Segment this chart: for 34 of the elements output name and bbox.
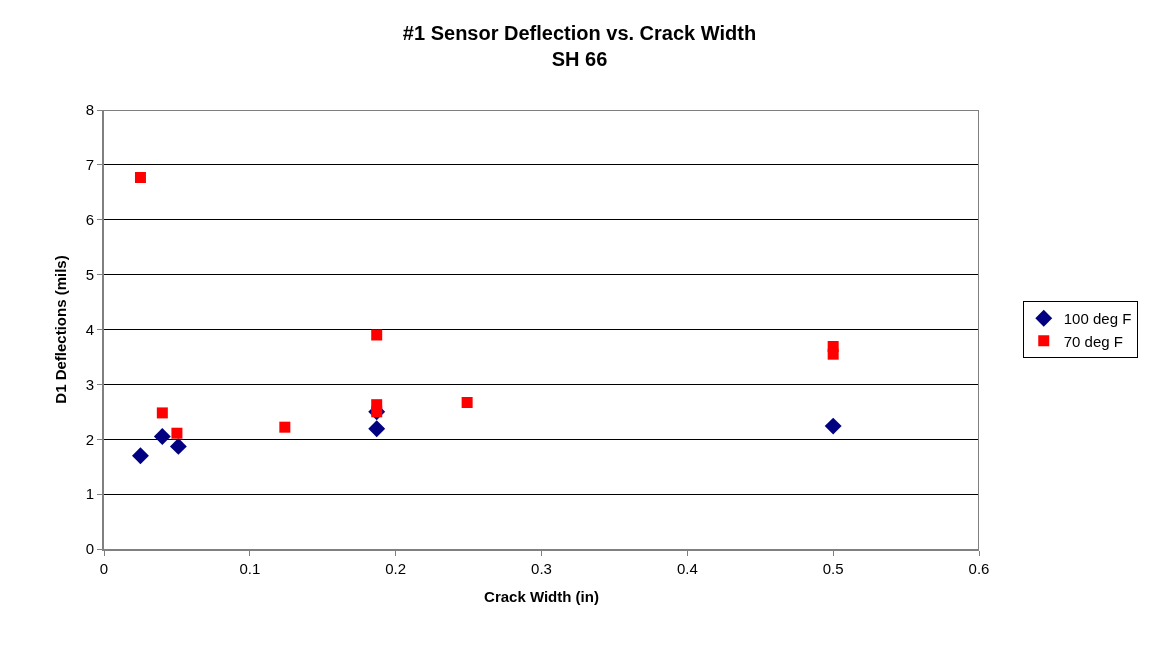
chart-title: #1 Sensor Deflection vs. Crack Width	[402, 21, 757, 44]
x-tick-label: 0	[99, 560, 109, 577]
legend-label: 100 deg F	[1063, 310, 1132, 328]
point	[134, 172, 146, 183]
point	[371, 329, 383, 341]
y-tick-label: 4	[85, 320, 94, 338]
x-tick-label: 0.2	[385, 560, 407, 577]
legend-label: 70 deg F	[1063, 332, 1123, 350]
x-tick-label: 0.6	[968, 560, 990, 577]
point	[132, 447, 149, 465]
point	[156, 407, 168, 419]
y-tick-label: 5	[85, 265, 94, 283]
chart-subtitle: SH 66	[551, 47, 608, 70]
x-tick-label: 0.3	[531, 560, 552, 577]
y-tick-label: 0	[85, 540, 94, 558]
point	[169, 437, 187, 455]
x-tick-label: 0.5	[822, 560, 844, 577]
x-tick-label: 0.1	[239, 560, 261, 577]
point	[368, 420, 386, 438]
point	[153, 428, 171, 445]
y-tick-label: 6	[85, 211, 94, 228]
point	[461, 396, 473, 408]
x-axis-title: Crack Width (in)	[484, 587, 599, 605]
y-tick-label: 1	[85, 485, 94, 503]
x-tick-label: 0.4	[676, 560, 698, 577]
y-tick-label: 7	[85, 156, 94, 174]
y-tick-label: 2	[85, 430, 94, 448]
point	[824, 417, 842, 435]
point	[279, 421, 291, 433]
y-tick-label: 3	[85, 375, 94, 393]
y-tick-label: 8	[85, 101, 94, 119]
point	[171, 427, 183, 439]
y-axis-title: D1 Deflections (mils)	[52, 255, 70, 404]
point	[827, 348, 839, 360]
